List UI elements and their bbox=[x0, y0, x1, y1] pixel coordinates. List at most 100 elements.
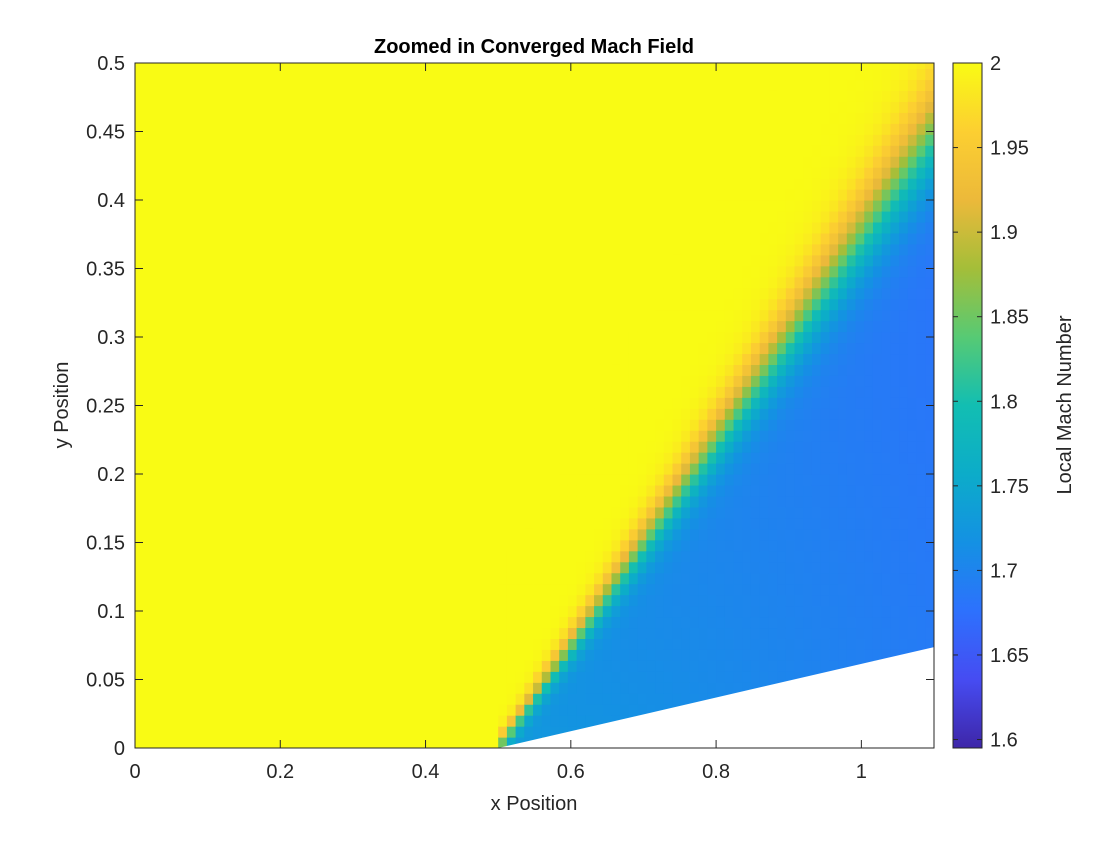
mach-cell bbox=[890, 397, 900, 409]
mach-cell bbox=[899, 627, 909, 639]
mach-cell bbox=[663, 320, 674, 333]
mach-cell bbox=[785, 123, 796, 135]
mach-cell bbox=[750, 506, 761, 519]
mach-cell bbox=[515, 539, 525, 552]
mach-cell bbox=[759, 342, 769, 355]
mach-cell bbox=[820, 638, 831, 650]
mach-cell bbox=[820, 561, 831, 574]
mach-cell bbox=[916, 167, 926, 179]
mach-cell bbox=[628, 397, 639, 409]
mach-cell bbox=[672, 430, 682, 442]
mach-cell bbox=[811, 68, 822, 81]
mach-cell bbox=[742, 265, 752, 278]
mach-cell bbox=[864, 550, 874, 563]
mach-cell bbox=[794, 145, 804, 157]
mach-cell bbox=[550, 594, 560, 607]
mach-cell bbox=[899, 276, 909, 289]
mach-cell bbox=[881, 594, 892, 607]
mach-cell bbox=[794, 430, 804, 442]
mach-cell bbox=[533, 627, 543, 639]
mach-cell bbox=[637, 463, 647, 475]
mach-cell bbox=[811, 539, 822, 552]
mach-cell bbox=[907, 276, 918, 289]
mach-cell bbox=[846, 79, 857, 91]
mach-cell bbox=[742, 232, 752, 245]
mach-cell bbox=[724, 572, 735, 585]
mach-cell bbox=[550, 726, 560, 738]
mach-cell bbox=[811, 463, 822, 475]
mach-cell bbox=[907, 298, 918, 311]
mach-cell bbox=[759, 386, 769, 398]
mach-cell bbox=[890, 408, 900, 420]
mach-cell bbox=[594, 419, 604, 431]
mach-cell bbox=[611, 583, 621, 596]
mach-cell bbox=[881, 528, 892, 541]
mach-cell bbox=[698, 243, 708, 256]
mach-cell bbox=[759, 189, 769, 201]
mach-cell bbox=[829, 441, 839, 453]
mach-cell bbox=[637, 419, 647, 431]
mach-cell bbox=[881, 309, 892, 322]
mach-cell bbox=[768, 671, 778, 683]
mach-cell bbox=[655, 484, 665, 497]
mach-cell bbox=[899, 517, 909, 530]
mach-cell bbox=[785, 550, 796, 563]
mach-cell bbox=[681, 386, 691, 398]
mach-cell bbox=[794, 506, 804, 519]
mach-cell bbox=[864, 463, 874, 475]
mach-cell bbox=[803, 594, 813, 607]
mach-cell bbox=[925, 210, 934, 223]
mach-cell bbox=[890, 495, 900, 508]
mach-cell bbox=[820, 441, 831, 453]
mach-cell bbox=[594, 539, 604, 552]
mach-cell bbox=[811, 265, 822, 278]
mach-cell bbox=[890, 90, 900, 102]
mach-cell bbox=[890, 474, 900, 486]
mach-cell bbox=[838, 539, 848, 552]
mach-cell bbox=[864, 101, 874, 113]
mach-cell bbox=[646, 364, 656, 376]
mach-cell bbox=[724, 254, 735, 267]
mach-cell bbox=[506, 638, 517, 650]
mach-cell bbox=[907, 441, 918, 453]
mach-cell bbox=[872, 484, 883, 497]
mach-cell bbox=[803, 232, 813, 245]
mach-cell bbox=[559, 715, 569, 727]
mach-cell bbox=[707, 517, 717, 530]
mach-cell bbox=[829, 649, 839, 661]
mach-cell bbox=[820, 123, 831, 135]
mach-cell bbox=[838, 484, 848, 497]
mach-cell bbox=[681, 331, 691, 344]
mach-cell bbox=[724, 210, 735, 223]
mach-cell bbox=[681, 495, 691, 508]
mach-cell bbox=[820, 616, 831, 629]
mach-cell bbox=[768, 189, 778, 201]
mach-cell bbox=[777, 353, 787, 365]
mach-cell bbox=[533, 638, 543, 650]
mach-cell bbox=[881, 276, 892, 289]
mach-cell bbox=[829, 90, 839, 102]
mach-cell bbox=[916, 210, 926, 223]
mach-cell bbox=[777, 463, 787, 475]
mach-cell bbox=[785, 572, 796, 585]
mach-cell bbox=[759, 474, 769, 486]
mach-cell bbox=[506, 594, 517, 607]
mach-cell bbox=[724, 671, 735, 683]
mach-cell bbox=[838, 517, 848, 530]
mach-cell bbox=[742, 474, 752, 486]
mach-cell bbox=[803, 550, 813, 563]
mach-cell bbox=[907, 408, 918, 420]
mach-cell bbox=[803, 254, 813, 267]
mach-cell bbox=[855, 353, 865, 365]
mach-cell bbox=[811, 200, 822, 212]
mach-cell bbox=[907, 178, 918, 190]
mach-cell bbox=[838, 189, 848, 201]
mach-cell bbox=[646, 528, 656, 541]
mach-cell bbox=[890, 386, 900, 398]
mach-cell bbox=[689, 419, 700, 431]
mach-cell bbox=[907, 583, 918, 596]
mach-cell bbox=[785, 200, 796, 212]
mach-cell bbox=[855, 145, 865, 157]
mach-cell bbox=[838, 572, 848, 585]
mach-cell bbox=[768, 265, 778, 278]
